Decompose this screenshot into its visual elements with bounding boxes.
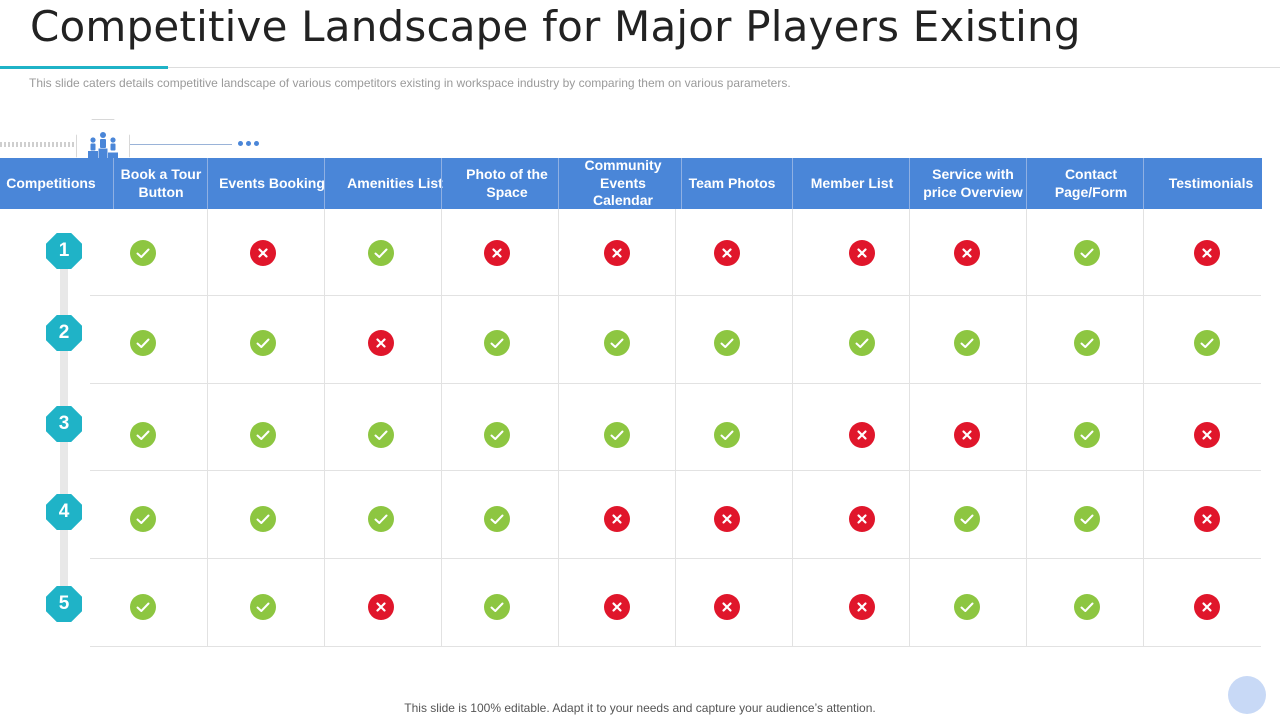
check-icon (130, 506, 156, 532)
cross-icon (1194, 422, 1220, 448)
row-divider (90, 383, 1261, 384)
check-icon (250, 422, 276, 448)
cross-icon (849, 594, 875, 620)
column-divider (792, 209, 793, 647)
check-icon (368, 240, 394, 266)
check-icon (1074, 594, 1100, 620)
column-divider (558, 209, 559, 647)
check-icon (130, 240, 156, 266)
check-icon (954, 506, 980, 532)
cross-icon (954, 422, 980, 448)
competitor-number: 4 (46, 494, 82, 530)
check-icon (604, 330, 630, 356)
competitor-number: 3 (46, 406, 82, 442)
header-book-a-tour: Book a Tour Button (120, 166, 202, 200)
check-icon (484, 506, 510, 532)
check-icon (250, 506, 276, 532)
cross-icon (714, 240, 740, 266)
decorative-line-right (120, 144, 232, 145)
header-competitions: Competitions (6, 174, 96, 191)
cross-icon (849, 422, 875, 448)
competitor-number: 5 (46, 586, 82, 622)
cross-icon (1194, 240, 1220, 266)
check-icon (1194, 330, 1220, 356)
cross-icon (849, 240, 875, 266)
cross-icon (484, 240, 510, 266)
check-icon (130, 330, 156, 356)
check-icon (484, 594, 510, 620)
check-icon (250, 594, 276, 620)
check-icon (1074, 240, 1100, 266)
cross-icon (954, 240, 980, 266)
column-divider (441, 209, 442, 647)
row-divider (90, 646, 1261, 647)
check-icon (368, 506, 394, 532)
check-icon (954, 594, 980, 620)
check-icon (1074, 330, 1100, 356)
check-icon (130, 594, 156, 620)
cross-icon (368, 330, 394, 356)
cross-icon (250, 240, 276, 266)
decorative-dots (238, 141, 259, 146)
cross-icon (1194, 506, 1220, 532)
header-amenities-list: Amenities List (347, 174, 443, 191)
page-subtitle: This slide caters details competitive la… (29, 76, 791, 90)
check-icon (849, 330, 875, 356)
page-title: Competitive Landscape for Major Players … (30, 2, 1081, 51)
header-photo-of-space: Photo of the Space (466, 166, 548, 200)
row-divider (90, 295, 1261, 296)
header-service-price: Service with price Overview (923, 166, 1023, 200)
check-icon (604, 422, 630, 448)
cross-icon (714, 506, 740, 532)
cross-icon (849, 506, 875, 532)
competitor-number: 1 (46, 233, 82, 269)
row-divider (90, 470, 1261, 471)
cross-icon (604, 594, 630, 620)
cross-icon (1194, 594, 1220, 620)
competitor-number: 2 (46, 315, 82, 351)
cross-icon (368, 594, 394, 620)
column-divider (324, 209, 325, 647)
cross-icon (714, 594, 740, 620)
row-divider (90, 558, 1261, 559)
header-events-booking: Events Booking (219, 174, 325, 191)
title-underline (168, 67, 1280, 68)
check-icon (954, 330, 980, 356)
check-icon (484, 330, 510, 356)
header-member-list: Member List (810, 174, 894, 191)
header-contact-page: Contact Page/Form (1054, 166, 1128, 200)
check-icon (714, 330, 740, 356)
footer-note: This slide is 100% editable. Adapt it to… (404, 701, 876, 715)
check-icon (714, 422, 740, 448)
column-divider (1143, 209, 1144, 647)
title-underline-accent (0, 66, 168, 69)
check-icon (368, 422, 394, 448)
check-icon (1074, 506, 1100, 532)
cross-icon (604, 506, 630, 532)
column-divider (207, 209, 208, 647)
check-icon (484, 422, 510, 448)
header-community-events: Community Events Calendar (584, 157, 662, 209)
check-icon (130, 422, 156, 448)
column-divider (675, 209, 676, 647)
check-icon (250, 330, 276, 356)
cross-icon (604, 240, 630, 266)
table-header: Competitions Book a Tour Button Events B… (0, 157, 1262, 209)
header-testimonials: Testimonials (1168, 174, 1254, 191)
decorative-line-left (0, 142, 80, 147)
header-team-photos: Team Photos (688, 174, 776, 191)
column-divider (1026, 209, 1027, 647)
column-divider (909, 209, 910, 647)
corner-decoration (1228, 676, 1266, 714)
check-icon (1074, 422, 1100, 448)
